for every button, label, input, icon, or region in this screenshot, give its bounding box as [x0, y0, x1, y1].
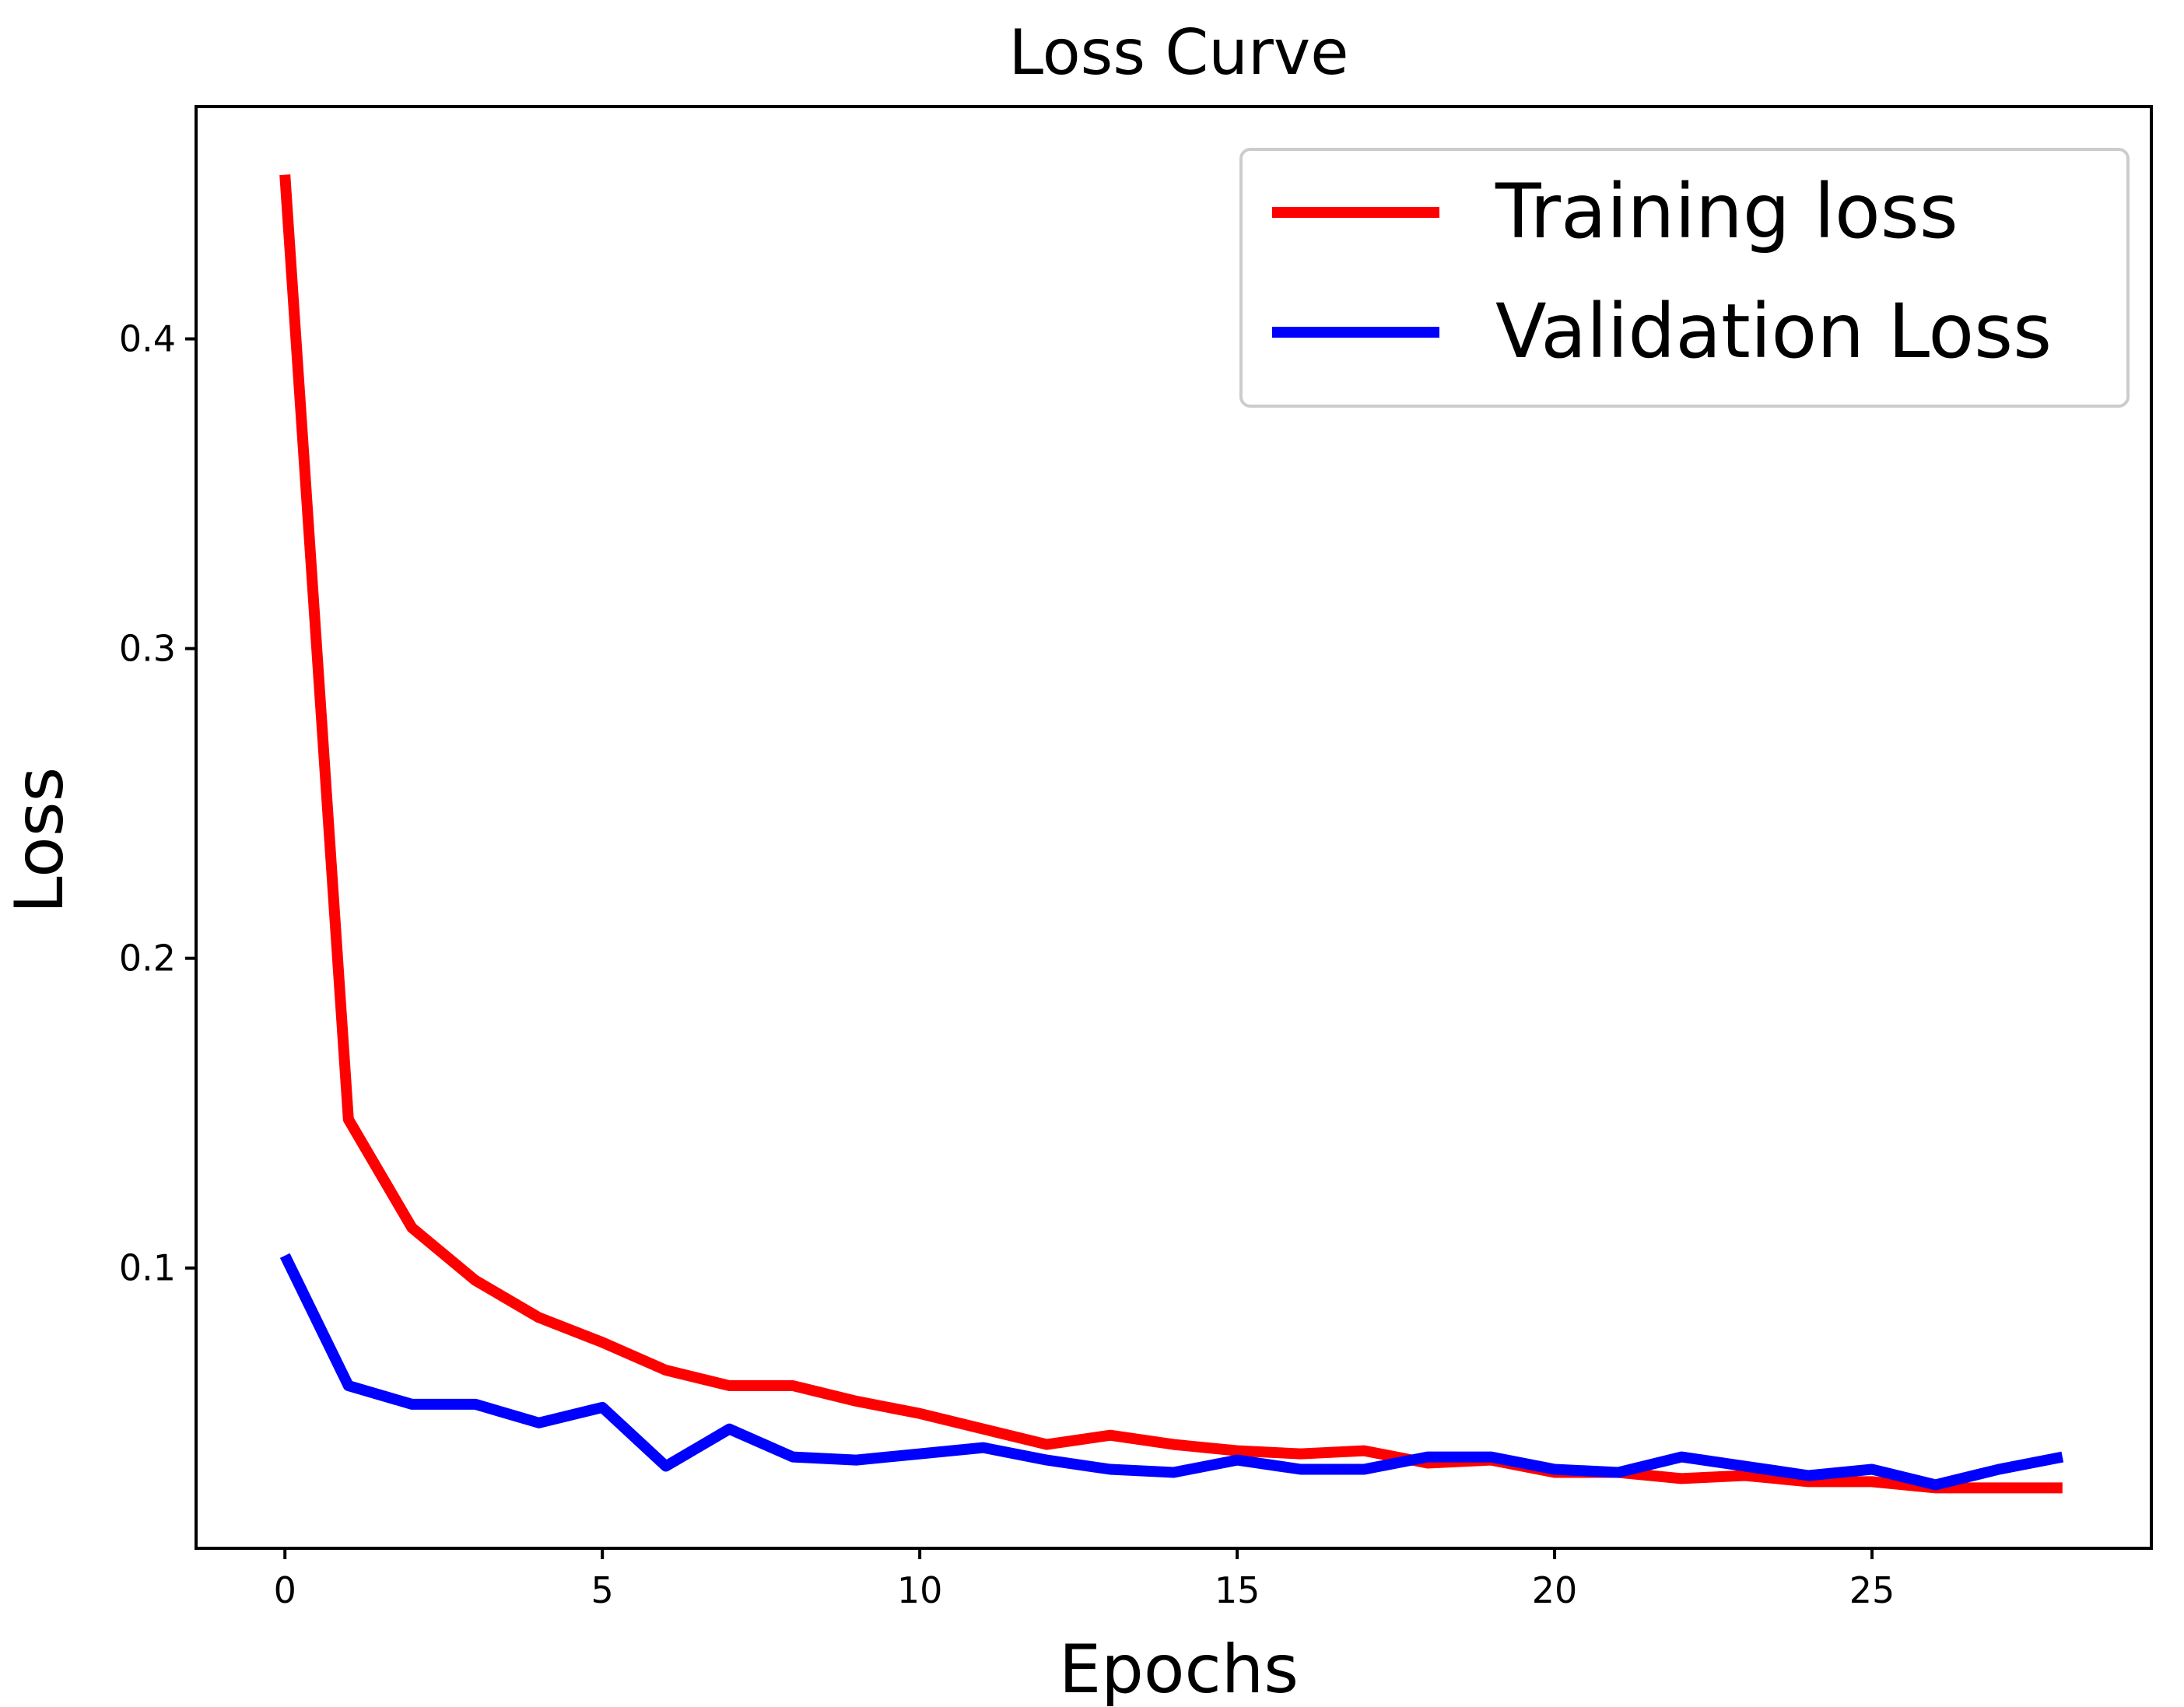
series-line-validation-loss	[279, 1253, 2064, 1491]
y-tick-label: 0.4	[119, 318, 176, 360]
x-tick-label: 5	[591, 1569, 614, 1611]
x-axis-ticks: 0 5 10 15 20 25	[274, 1548, 1895, 1611]
x-tick-label: 20	[1532, 1569, 1578, 1611]
legend-label-training-loss: Training loss	[1495, 168, 1958, 255]
y-axis-ticks: 0.1 0.2 0.3 0.4	[119, 318, 196, 1289]
x-tick-label: 25	[1849, 1569, 1895, 1611]
x-tick-label: 10	[897, 1569, 943, 1611]
series-line-training-loss	[279, 174, 2063, 1494]
y-tick-label: 0.2	[119, 938, 176, 980]
series-layer	[279, 174, 2064, 1494]
x-tick-label: 15	[1215, 1569, 1260, 1611]
x-axis-label: Epochs	[1059, 1631, 1299, 1707]
chart-title: Loss Curve	[1009, 16, 1349, 89]
y-tick-label: 0.1	[119, 1247, 176, 1289]
y-axis-label: Loss	[1, 767, 79, 914]
plot-frame	[195, 105, 2153, 1550]
legend-box	[1239, 148, 2130, 408]
legend: Training loss Validation Loss	[1239, 148, 2130, 408]
y-tick-label: 0.3	[119, 628, 176, 670]
legend-label-validation-loss: Validation Loss	[1495, 288, 2052, 375]
x-tick-label: 0	[274, 1569, 296, 1611]
